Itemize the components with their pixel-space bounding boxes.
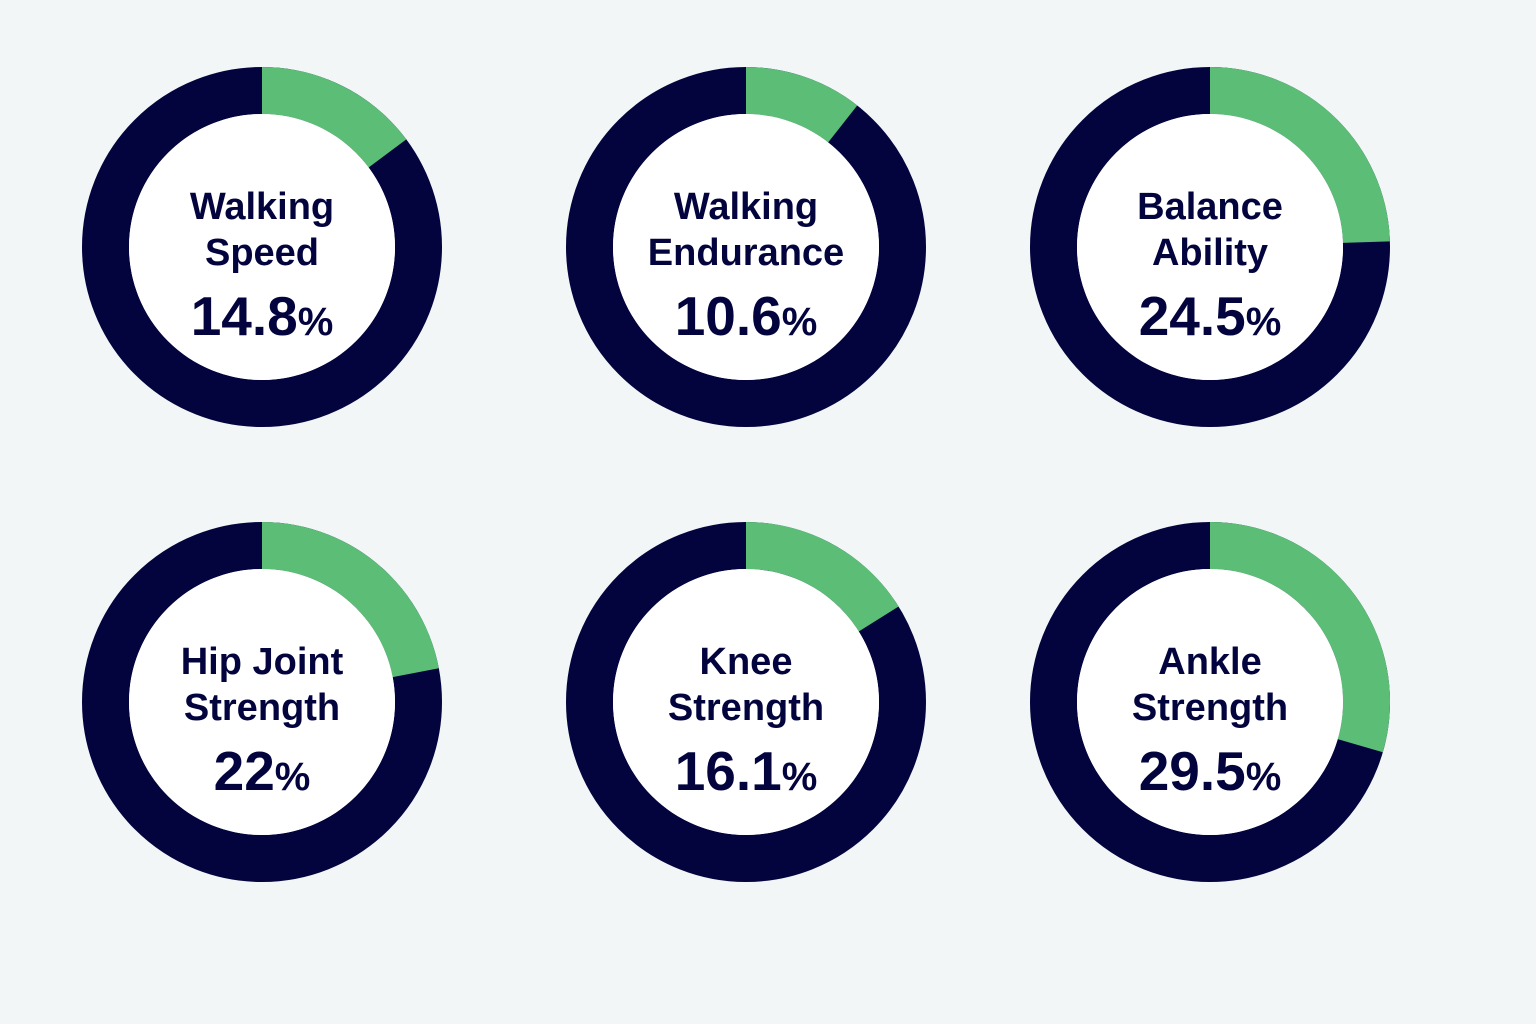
donut-value-number: 24.5 — [1139, 285, 1246, 347]
donut-value-number: 14.8 — [191, 285, 298, 347]
donut-center — [1077, 569, 1343, 835]
donut-value-label: 10.6% — [675, 285, 818, 347]
donut-value-number: 29.5 — [1139, 740, 1246, 802]
donut-value-unit: % — [275, 755, 311, 799]
donut-center — [129, 114, 395, 380]
donut-center — [129, 569, 395, 835]
donut-title-line: Ability — [1152, 232, 1268, 274]
donut-value-label: 22% — [214, 740, 311, 802]
donut-slice-value — [1209, 522, 1390, 753]
donut-center — [613, 569, 879, 835]
donut-value-unit: % — [1246, 755, 1282, 799]
donut-value-number: 10.6 — [675, 285, 782, 347]
donut-title-line: Hip Joint — [181, 641, 344, 683]
donut-center — [1077, 114, 1343, 380]
donut-value-unit: % — [782, 300, 818, 344]
donut-title-line: Strength — [1132, 687, 1288, 729]
donut-slice-value — [745, 67, 858, 143]
donut-slice-value — [261, 522, 439, 678]
donut-value-number: 22 — [214, 740, 275, 802]
donut-slice-value — [1209, 67, 1390, 244]
donut-title-line: Ankle — [1158, 641, 1261, 683]
donut-center — [613, 114, 879, 380]
donut-value-label: 24.5% — [1139, 285, 1282, 347]
donut-slice-value — [745, 522, 899, 632]
donut-title-line: Walking — [674, 186, 818, 228]
donut-title-line: Strength — [668, 687, 824, 729]
donut-value-unit: % — [782, 755, 818, 799]
donut-title-line: Knee — [700, 641, 793, 683]
donut-slice-value — [261, 67, 407, 168]
donut-title-line: Speed — [205, 232, 319, 274]
donut-value-number: 16.1 — [675, 740, 782, 802]
donut-value-unit: % — [298, 300, 334, 344]
donut-title-line: Walking — [190, 186, 334, 228]
donut-value-label: 16.1% — [675, 740, 818, 802]
donut-value-label: 29.5% — [1139, 740, 1282, 802]
donut-value-label: 14.8% — [191, 285, 334, 347]
donut-title-line: Endurance — [648, 232, 844, 274]
donut-title-line: Strength — [184, 687, 340, 729]
donut-value-unit: % — [1246, 300, 1282, 344]
donut-title-line: Balance — [1137, 186, 1283, 228]
